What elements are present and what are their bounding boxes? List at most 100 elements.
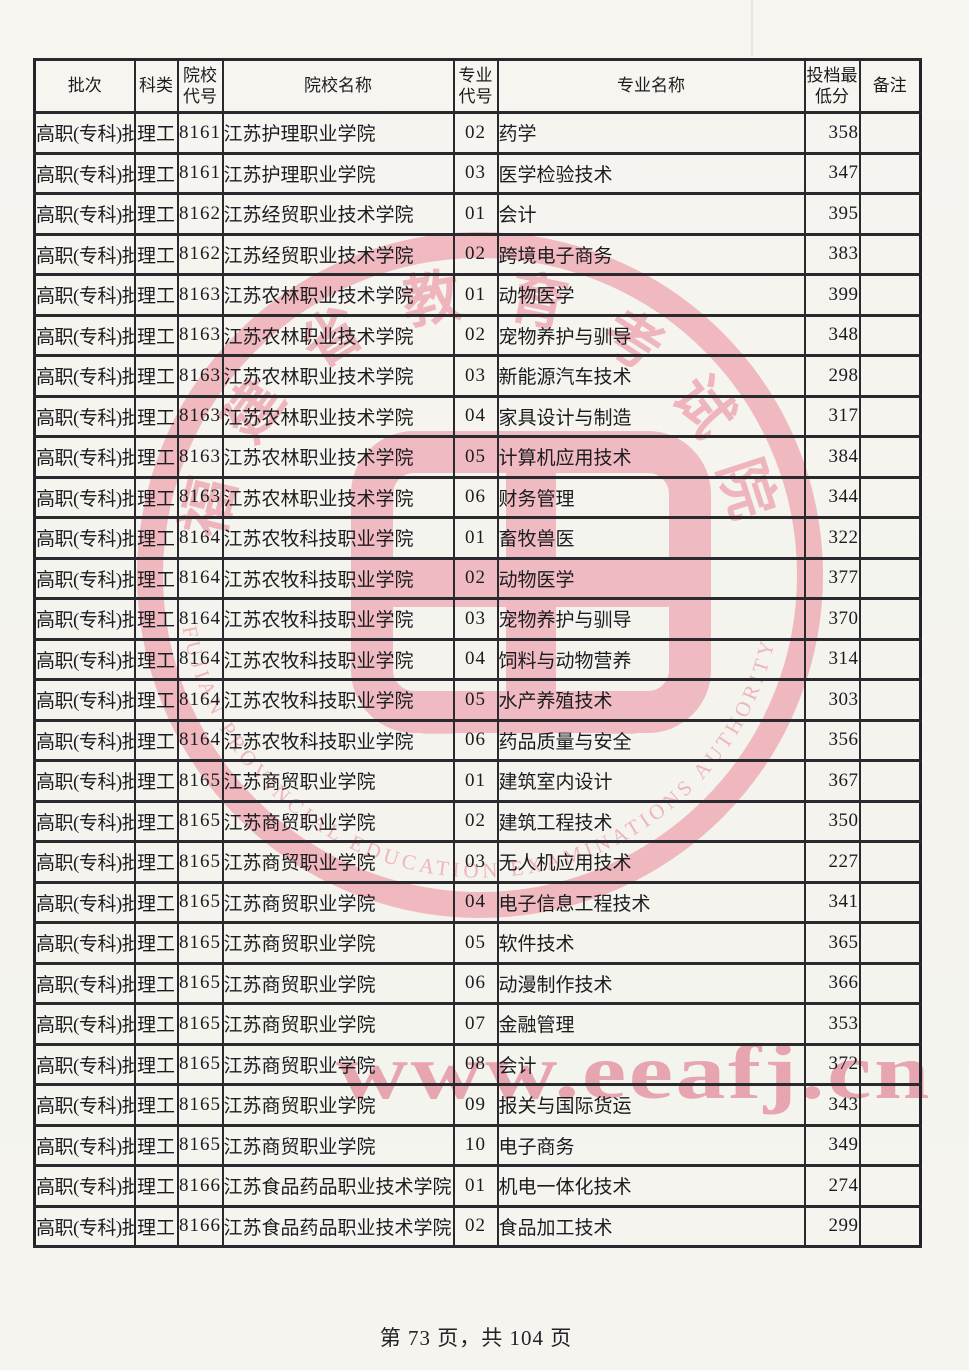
cell-min-score: 349 <box>803 1123 861 1167</box>
cell-category: 理工 <box>133 1042 179 1086</box>
table-row: 高职(专科)批 理工 8165 江苏商贸职业学院 03 无人机应用技术 227 <box>33 840 922 884</box>
cell-school-name: 江苏护理职业学院 <box>221 111 455 155</box>
header-category: 科类 <box>133 58 179 114</box>
cell-school-code: 8163 <box>176 354 224 398</box>
cell-category: 理工 <box>133 880 179 924</box>
cell-major-name: 建筑室内设计 <box>496 759 806 803</box>
cell-batch: 高职(专科)批 <box>33 475 136 519</box>
cell-min-score: 227 <box>803 840 861 884</box>
cell-min-score: 366 <box>803 961 861 1005</box>
table-row: 高职(专科)批 理工 8164 江苏农牧科技职业学院 04 饲料与动物营养 31… <box>33 637 922 681</box>
cell-school-name: 江苏农牧科技职业学院 <box>221 597 455 641</box>
table-row: 高职(专科)批 理工 8163 江苏农林职业技术学院 05 计算机应用技术 38… <box>33 435 922 479</box>
cell-category: 理工 <box>133 354 179 398</box>
table-body: 高职(专科)批 理工 8161 江苏护理职业学院 02 药学 358 高职(专科… <box>33 111 922 1248</box>
cell-min-score: 274 <box>803 1164 861 1208</box>
cell-remark <box>858 1083 922 1127</box>
cell-category: 理工 <box>133 678 179 722</box>
header-school-code: 院校代号 <box>176 58 224 114</box>
table-row: 高职(专科)批 理工 8164 江苏农牧科技职业学院 03 宠物养护与驯导 37… <box>33 597 922 641</box>
cell-major-name: 新能源汽车技术 <box>496 354 806 398</box>
cell-school-name: 江苏农林职业技术学院 <box>221 475 455 519</box>
cell-major-code: 07 <box>452 1002 499 1046</box>
table-row: 高职(专科)批 理工 8165 江苏商贸职业学院 06 动漫制作技术 366 <box>33 961 922 1005</box>
cell-remark <box>858 840 922 884</box>
cell-school-name: 江苏商贸职业学院 <box>221 921 455 965</box>
cell-school-code: 8166 <box>176 1204 224 1248</box>
cell-major-name: 会计 <box>496 192 806 236</box>
cell-school-name: 江苏农牧科技职业学院 <box>221 556 455 600</box>
cell-school-code: 8165 <box>176 840 224 884</box>
cell-min-score: 298 <box>803 354 861 398</box>
cell-batch: 高职(专科)批 <box>33 273 136 317</box>
cell-major-name: 机电一体化技术 <box>496 1164 806 1208</box>
table-row: 高职(专科)批 理工 8166 江苏食品药品职业技术学院 01 机电一体化技术 … <box>33 1164 922 1208</box>
cell-school-name: 江苏护理职业学院 <box>221 151 455 195</box>
cell-school-name: 江苏商贸职业学院 <box>221 1002 455 1046</box>
cell-major-name: 畜牧兽医 <box>496 516 806 560</box>
admission-scores-table: 批次 科类 院校代号 院校名称 专业代号 专业名称 投档最低分 备注 高职(专科… <box>33 58 922 1248</box>
cell-major-code: 02 <box>452 232 499 276</box>
cell-min-score: 347 <box>803 151 861 195</box>
cell-major-code: 02 <box>452 111 499 155</box>
cell-school-name: 江苏农牧科技职业学院 <box>221 678 455 722</box>
cell-major-code: 03 <box>452 597 499 641</box>
cell-batch: 高职(专科)批 <box>33 1083 136 1127</box>
cell-min-score: 343 <box>803 1083 861 1127</box>
cell-major-code: 01 <box>452 516 499 560</box>
cell-batch: 高职(专科)批 <box>33 799 136 843</box>
cell-remark <box>858 516 922 560</box>
cell-school-name: 江苏经贸职业技术学院 <box>221 232 455 276</box>
header-min-score: 投档最低分 <box>803 58 861 114</box>
cell-min-score: 372 <box>803 1042 861 1086</box>
cell-min-score: 350 <box>803 799 861 843</box>
cell-major-code: 08 <box>452 1042 499 1086</box>
cell-batch: 高职(专科)批 <box>33 313 136 357</box>
cell-major-name: 宠物养护与驯导 <box>496 597 806 641</box>
cell-category: 理工 <box>133 192 179 236</box>
cell-school-code: 8165 <box>176 880 224 924</box>
cell-remark <box>858 597 922 641</box>
cell-category: 理工 <box>133 597 179 641</box>
cell-major-name: 金融管理 <box>496 1002 806 1046</box>
table-row: 高职(专科)批 理工 8163 江苏农林职业技术学院 06 财务管理 344 <box>33 475 922 519</box>
table-row: 高职(专科)批 理工 8165 江苏商贸职业学院 02 建筑工程技术 350 <box>33 799 922 843</box>
cell-school-code: 8163 <box>176 313 224 357</box>
cell-major-name: 饲料与动物营养 <box>496 637 806 681</box>
cell-batch: 高职(专科)批 <box>33 1002 136 1046</box>
cell-min-score: 370 <box>803 597 861 641</box>
cell-remark <box>858 111 922 155</box>
cell-remark <box>858 273 922 317</box>
cell-school-code: 8161 <box>176 151 224 195</box>
cell-min-score: 356 <box>803 718 861 762</box>
cell-major-name: 电子信息工程技术 <box>496 880 806 924</box>
cell-min-score: 299 <box>803 1204 861 1248</box>
table-row: 高职(专科)批 理工 8165 江苏商贸职业学院 01 建筑室内设计 367 <box>33 759 922 803</box>
cell-school-name: 江苏商贸职业学院 <box>221 840 455 884</box>
table-row: 高职(专科)批 理工 8164 江苏农牧科技职业学院 01 畜牧兽医 322 <box>33 516 922 560</box>
cell-major-code: 01 <box>452 1164 499 1208</box>
cell-major-name: 药品质量与安全 <box>496 718 806 762</box>
cell-category: 理工 <box>133 1123 179 1167</box>
cell-min-score: 303 <box>803 678 861 722</box>
cell-category: 理工 <box>133 799 179 843</box>
cell-min-score: 314 <box>803 637 861 681</box>
cell-school-code: 8166 <box>176 1164 224 1208</box>
cell-remark <box>858 354 922 398</box>
cell-batch: 高职(专科)批 <box>33 961 136 1005</box>
cell-remark <box>858 1123 922 1167</box>
cell-remark <box>858 759 922 803</box>
cell-major-name: 家具设计与制造 <box>496 394 806 438</box>
cell-remark <box>858 799 922 843</box>
cell-school-code: 8165 <box>176 1123 224 1167</box>
cell-school-code: 8163 <box>176 435 224 479</box>
cell-major-name: 报关与国际货运 <box>496 1083 806 1127</box>
cell-min-score: 322 <box>803 516 861 560</box>
cell-school-code: 8165 <box>176 799 224 843</box>
cell-remark <box>858 1002 922 1046</box>
cell-category: 理工 <box>133 111 179 155</box>
cell-major-code: 03 <box>452 151 499 195</box>
cell-remark <box>858 1042 922 1086</box>
cell-major-code: 06 <box>452 718 499 762</box>
